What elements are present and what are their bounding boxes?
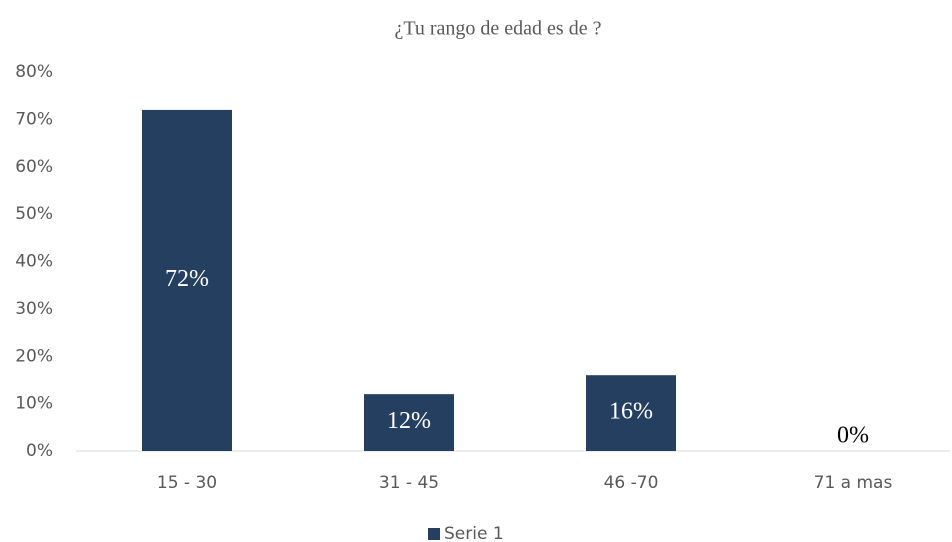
y-tick-label: 50% bbox=[15, 204, 53, 224]
x-tick-label: 15 - 30 bbox=[157, 473, 217, 493]
legend-label: Serie 1 bbox=[444, 524, 504, 542]
chart-title: ¿Tu rango de edad es de ? bbox=[395, 18, 602, 40]
y-tick-label: 30% bbox=[15, 299, 53, 319]
data-label: 0% bbox=[837, 423, 869, 449]
bar bbox=[586, 375, 676, 451]
x-tick-label: 71 a mas bbox=[814, 473, 893, 493]
bar bbox=[364, 394, 454, 451]
data-label: 16% bbox=[609, 399, 653, 425]
y-tick-label: 80% bbox=[15, 62, 53, 82]
bar bbox=[142, 109, 232, 452]
y-tick-label: 20% bbox=[15, 346, 53, 366]
y-tick-label: 70% bbox=[15, 109, 53, 129]
data-label: 12% bbox=[387, 408, 431, 434]
y-tick-label: 60% bbox=[15, 157, 53, 177]
data-label: 72% bbox=[165, 266, 209, 292]
x-tick-label: 31 - 45 bbox=[379, 473, 439, 493]
y-tick-label: 10% bbox=[15, 394, 53, 414]
y-tick-label: 40% bbox=[15, 252, 53, 272]
x-tick-label: 46 -70 bbox=[604, 473, 659, 493]
legend-swatch bbox=[428, 528, 440, 540]
y-tick-label: 0% bbox=[26, 441, 53, 461]
